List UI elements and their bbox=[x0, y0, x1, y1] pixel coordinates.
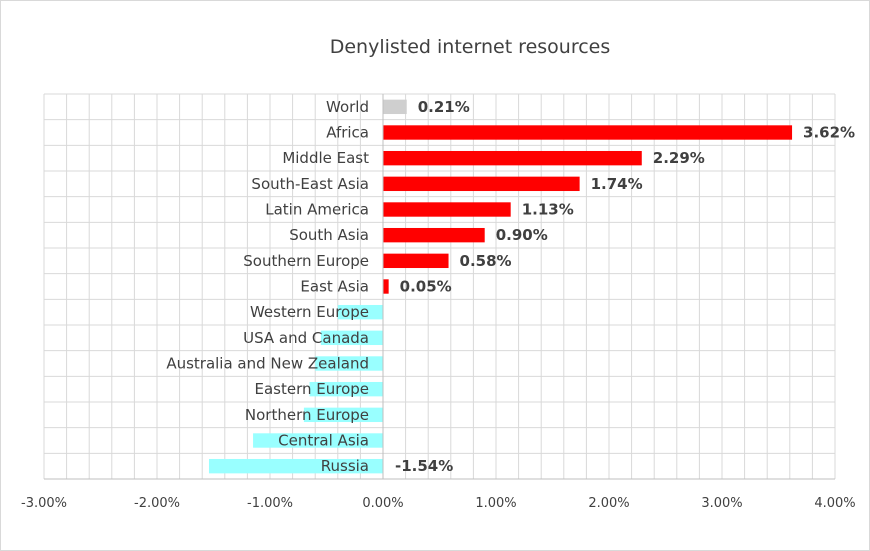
category-label: Russia bbox=[321, 457, 369, 475]
bar-world bbox=[383, 99, 407, 115]
bar-middle-east bbox=[383, 150, 642, 166]
x-axis-tick-labels: -3.00% -2.00% -1.00% 0.00% 1.00% 2.00% 3.00% 4.… bbox=[21, 496, 856, 511]
x-tick-label: 0.00% bbox=[362, 496, 403, 511]
category-label: Western Europe bbox=[250, 303, 369, 321]
category-label: Latin America bbox=[265, 201, 369, 219]
category-label: East Asia bbox=[300, 278, 369, 296]
category-label: Southern Europe bbox=[243, 252, 369, 270]
data-labels: 0.21% 3.62% 2.29% 1.74% 1.13% 0.90% 0.58% 0.05%… bbox=[395, 98, 855, 475]
chart-title: Denylisted internet resources bbox=[330, 36, 611, 58]
bar-south-east-asia bbox=[383, 176, 580, 192]
bar-central-asia bbox=[253, 433, 383, 448]
data-label: 0.21% bbox=[418, 98, 470, 116]
x-tick-label: 1.00% bbox=[475, 496, 516, 511]
x-tick-label: -3.00% bbox=[21, 496, 67, 511]
bar-usa-and-canada bbox=[320, 330, 383, 346]
category-label: Australia and New Zealand bbox=[166, 355, 369, 373]
category-labels: World Africa Middle East South-East Asia Lat… bbox=[166, 98, 369, 475]
bar-russia bbox=[208, 458, 383, 474]
category-label: USA and Canada bbox=[243, 329, 369, 347]
bar-australia-and-new-zealand bbox=[315, 356, 383, 371]
category-label: Middle East bbox=[282, 149, 369, 167]
bar-latin-america bbox=[383, 202, 511, 217]
data-label: 1.74% bbox=[591, 175, 643, 193]
data-label: 2.29% bbox=[653, 149, 705, 167]
axis-lines bbox=[44, 94, 835, 480]
x-tick-label: 2.00% bbox=[588, 496, 629, 511]
bar-east-asia bbox=[383, 279, 389, 294]
data-label: 3.62% bbox=[803, 124, 855, 142]
x-tick-label: 4.00% bbox=[814, 496, 855, 511]
category-label: World bbox=[326, 98, 369, 116]
bar-south-asia bbox=[383, 227, 485, 243]
category-label: South Asia bbox=[289, 226, 369, 244]
gridlines bbox=[43, 93, 836, 480]
category-label: Northern Europe bbox=[245, 406, 369, 424]
data-label: 0.90% bbox=[496, 226, 548, 244]
x-tick-label: 3.00% bbox=[701, 496, 742, 511]
bar-southern-europe bbox=[383, 253, 449, 269]
category-label: South-East Asia bbox=[251, 175, 369, 193]
data-label: 0.58% bbox=[460, 252, 512, 270]
category-label: Central Asia bbox=[278, 432, 369, 450]
category-label: Africa bbox=[326, 124, 369, 142]
category-label: Eastern Europe bbox=[254, 380, 369, 398]
bar-eastern-europe bbox=[309, 381, 383, 397]
x-tick-label: -1.00% bbox=[247, 496, 293, 511]
data-label: -1.54% bbox=[395, 457, 453, 475]
bar-northern-europe bbox=[303, 407, 383, 423]
x-tick-label: -2.00% bbox=[134, 496, 180, 511]
bar-africa bbox=[383, 125, 793, 140]
bar-western-europe bbox=[337, 304, 383, 320]
data-label: 1.13% bbox=[522, 201, 574, 219]
bars bbox=[208, 99, 793, 474]
data-label: 0.05% bbox=[400, 278, 452, 296]
